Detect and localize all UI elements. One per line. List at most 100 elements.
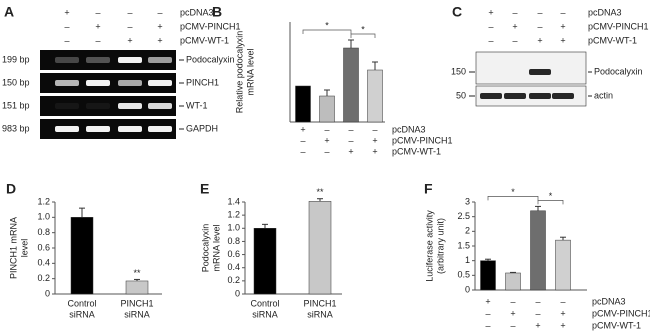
condition-sign: – (537, 21, 542, 31)
x-tick-label: Control (67, 298, 96, 308)
y-axis-label-line: Podocalyxin (201, 224, 211, 273)
y-axis-label-line: (arbitrary unit) (436, 218, 446, 274)
bar (505, 272, 521, 291)
y-axis-label-line: mRNA level (246, 48, 256, 95)
condition-sign: + (324, 135, 329, 145)
y-axis-label-line: PINCH1 mRNA (9, 217, 19, 279)
gel-band (55, 80, 79, 86)
y-axis-label: PodocalyxinmRNA level (201, 224, 222, 273)
protein-label: actin (594, 90, 613, 100)
y-tick-label: 0.4 (37, 258, 50, 268)
gene-label: PINCH1 (186, 77, 219, 87)
gel-band (86, 80, 110, 86)
condition-sign: – (535, 296, 540, 306)
y-tick-label: 1.2 (227, 210, 240, 220)
panel-letter: C (452, 4, 462, 20)
condition-sign: + (157, 21, 162, 31)
significance: * (549, 191, 553, 201)
y-tick-label: 0.5 (457, 270, 470, 280)
significance-bracket (350, 33, 376, 38)
condition-sign: + (560, 35, 565, 45)
error-bar (485, 258, 491, 261)
bar (70, 217, 94, 295)
condition-sign: + (300, 124, 305, 134)
condition-label: pCMV-WT-1 (180, 35, 229, 45)
condition-label: pCMV-WT-1 (588, 35, 637, 45)
y-tick-label: 2 (465, 226, 470, 236)
y-tick-label: 3 (465, 196, 470, 206)
y-tick-label: 1.2 (37, 196, 50, 206)
error-bar (535, 205, 541, 211)
gel-band (55, 57, 79, 63)
error-bar (348, 39, 354, 48)
condition-sign: + (64, 7, 69, 17)
size-label: 151 bp (2, 100, 30, 110)
y-tick-label: 0 (235, 288, 240, 298)
y-tick-label: 0.8 (227, 236, 240, 246)
condition-sign: – (300, 146, 305, 156)
condition-sign: + (560, 320, 565, 330)
gel-band (118, 57, 142, 63)
condition-label: pCMV-PINCH1 (180, 21, 241, 31)
condition-sign: – (300, 135, 305, 145)
gel-strip (40, 50, 176, 70)
condition-sign: – (324, 146, 329, 156)
size-label: 150 bp (2, 77, 30, 87)
panel-letter: B (212, 4, 222, 20)
marker-label: 150 (451, 66, 466, 76)
condition-sign: + (512, 21, 517, 31)
y-tick-label: 1 (465, 255, 470, 265)
condition-label: pCMV-WT-1 (392, 146, 441, 156)
error-bar (324, 89, 330, 96)
y-tick-label: 0.6 (37, 242, 50, 252)
gel-band (55, 126, 79, 132)
condition-sign: – (64, 35, 69, 45)
significance: * (511, 187, 515, 197)
panel-letter: D (6, 181, 16, 197)
condition-sign: + (95, 21, 100, 31)
x-tick-label: siRNA (252, 309, 278, 319)
condition-sign: + (372, 146, 377, 156)
condition-sign: – (510, 296, 515, 306)
x-tick-label: siRNA (69, 309, 95, 319)
condition-label: pCMV-PINCH1 (592, 308, 650, 318)
condition-sign: – (127, 7, 132, 17)
significance-bracket (487, 196, 539, 201)
condition-sign: – (64, 21, 69, 31)
condition-sign: + (537, 35, 542, 45)
condition-sign: – (512, 7, 517, 17)
condition-label: pcDNA3 (392, 124, 426, 134)
error-bar (79, 207, 85, 218)
size-label: 983 bp (2, 123, 30, 133)
significance-bracket (302, 29, 352, 34)
y-tick-label: 0.2 (227, 275, 240, 285)
y-tick-label: 2.5 (457, 211, 470, 221)
gel-band (118, 103, 142, 109)
blot-band (529, 69, 551, 75)
gene-label: Podocalyxin (186, 54, 235, 64)
y-tick-label: 1.5 (457, 240, 470, 250)
y-tick-label: 0 (45, 288, 50, 298)
bar (308, 201, 332, 295)
error-bar (317, 198, 323, 202)
bar (530, 210, 546, 291)
condition-sign: – (488, 21, 493, 31)
condition-sign: + (485, 296, 490, 306)
condition-sign: – (510, 320, 515, 330)
condition-sign: – (485, 308, 490, 318)
condition-sign: + (560, 21, 565, 31)
significance: ** (316, 187, 324, 197)
bar (319, 95, 335, 123)
condition-sign: + (510, 308, 515, 318)
error-bar (134, 278, 140, 281)
gel-band (148, 103, 172, 109)
x-tick-label: Control (250, 298, 279, 308)
y-axis-label-line: Relative podocalyxin (235, 31, 245, 114)
marker-label: 50 (456, 90, 466, 100)
error-bar (510, 271, 516, 273)
condition-label: pcDNA3 (180, 7, 214, 17)
y-axis-label-line: level (20, 239, 30, 258)
y-tick-label: 0.2 (37, 273, 50, 283)
x-tick-label: siRNA (124, 309, 150, 319)
